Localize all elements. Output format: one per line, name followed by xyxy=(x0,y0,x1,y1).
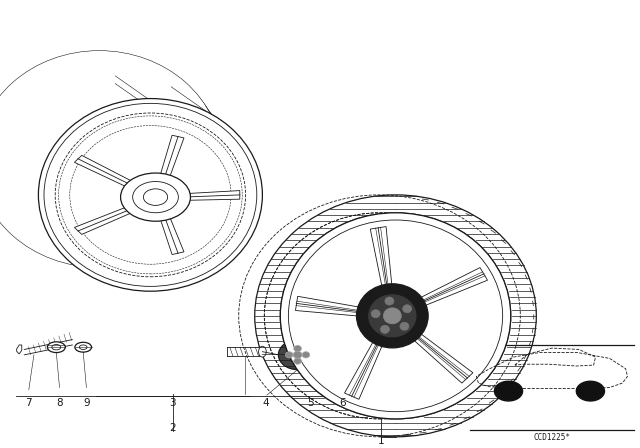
Ellipse shape xyxy=(367,294,417,338)
Text: CCD1225*: CCD1225* xyxy=(534,433,570,442)
Ellipse shape xyxy=(294,358,301,364)
Polygon shape xyxy=(182,190,240,200)
Ellipse shape xyxy=(0,51,221,267)
Ellipse shape xyxy=(317,344,345,368)
Ellipse shape xyxy=(293,351,302,358)
Text: 4: 4 xyxy=(262,398,269,408)
Ellipse shape xyxy=(403,305,412,313)
Ellipse shape xyxy=(280,213,511,419)
Polygon shape xyxy=(17,345,22,354)
Circle shape xyxy=(577,381,605,401)
Text: 6: 6 xyxy=(339,398,346,408)
Ellipse shape xyxy=(278,340,317,370)
Ellipse shape xyxy=(385,297,394,305)
Text: 3: 3 xyxy=(170,398,176,408)
Text: 5: 5 xyxy=(307,398,314,408)
Ellipse shape xyxy=(255,195,536,437)
Ellipse shape xyxy=(52,345,61,350)
Polygon shape xyxy=(344,332,387,399)
Ellipse shape xyxy=(0,55,223,267)
Ellipse shape xyxy=(47,342,65,353)
Ellipse shape xyxy=(143,189,168,205)
Polygon shape xyxy=(410,267,488,310)
Ellipse shape xyxy=(0,72,230,269)
Text: 8: 8 xyxy=(56,398,63,408)
Ellipse shape xyxy=(132,181,179,213)
Ellipse shape xyxy=(383,308,401,324)
Ellipse shape xyxy=(324,350,338,362)
Circle shape xyxy=(495,381,523,401)
Ellipse shape xyxy=(294,345,301,352)
Ellipse shape xyxy=(120,173,191,221)
Ellipse shape xyxy=(38,99,262,291)
Ellipse shape xyxy=(356,284,428,348)
Ellipse shape xyxy=(75,342,92,352)
Text: 1: 1 xyxy=(378,436,384,446)
Polygon shape xyxy=(159,135,184,181)
Ellipse shape xyxy=(259,346,266,357)
Ellipse shape xyxy=(0,63,227,269)
Polygon shape xyxy=(74,155,137,189)
Polygon shape xyxy=(296,296,371,317)
Polygon shape xyxy=(159,213,184,254)
Ellipse shape xyxy=(371,310,380,318)
Polygon shape xyxy=(405,327,473,383)
Ellipse shape xyxy=(380,325,389,333)
Polygon shape xyxy=(371,227,393,297)
Ellipse shape xyxy=(280,213,511,419)
Ellipse shape xyxy=(79,345,87,349)
Text: 2: 2 xyxy=(170,423,176,433)
Polygon shape xyxy=(74,205,137,234)
Ellipse shape xyxy=(400,322,409,330)
Ellipse shape xyxy=(285,352,293,358)
Ellipse shape xyxy=(302,352,310,358)
Text: 9: 9 xyxy=(83,398,90,408)
Text: 7: 7 xyxy=(26,398,32,408)
